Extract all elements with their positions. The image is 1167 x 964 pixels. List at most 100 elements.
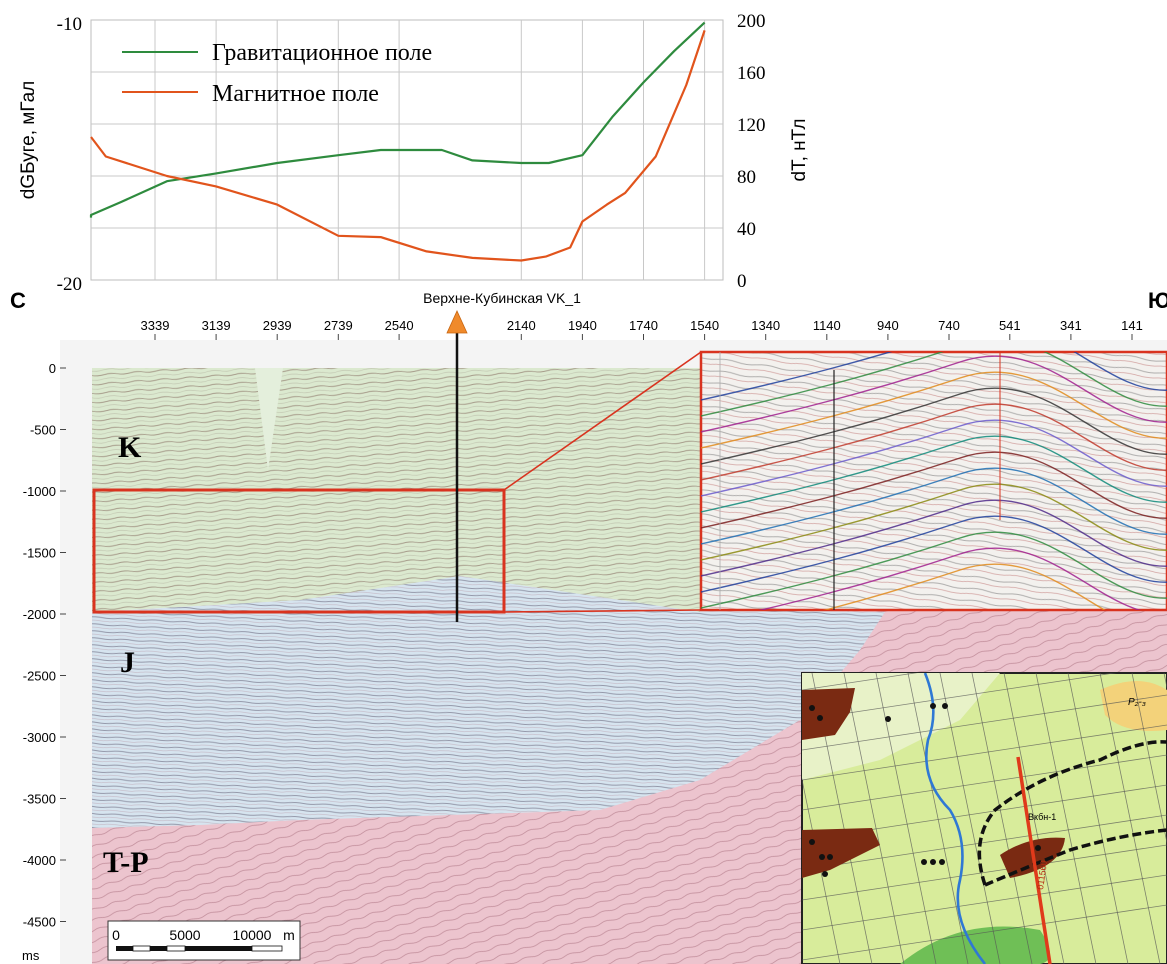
left-axis-tick-top: -10 [57, 14, 82, 35]
map-grid-line-a4 [907, 673, 969, 964]
zoom-horizon-0 [701, 352, 1167, 401]
zoom-horizons [701, 352, 1167, 610]
trace-tick-label-0: 3339 [141, 318, 170, 333]
zoom-horizon-8 [701, 451, 1167, 529]
depth-tick-label-8: -4000 [23, 853, 56, 868]
map-grid-line-a9 [1067, 673, 1129, 964]
depth-tick-label-4: -2000 [23, 607, 56, 622]
south-label: Ю [1148, 288, 1167, 313]
scale-bar: 0 5000 10000 m [107, 920, 301, 961]
potential-field-chart: -10 -20 dGБуге, мГал 200 160 120 80 40 0 dT, … [18, 11, 810, 295]
depth-tick-label-9: -4500 [23, 915, 56, 930]
trace-tick-label-14: 341 [1060, 318, 1082, 333]
map-river [923, 673, 987, 964]
zoom-horizon-4 [701, 387, 1167, 465]
map-grid-line-a3 [875, 673, 937, 964]
zoom-horizon-5 [701, 403, 1167, 481]
chart-grid [91, 20, 723, 280]
right-axis-ticks: 200 160 120 80 40 0 [737, 11, 766, 292]
map-grid-line-a2 [843, 673, 905, 964]
right-axis-tick-5: 0 [737, 271, 747, 292]
trace-tick-label-9: 1340 [751, 318, 780, 333]
well-arrow-icon [446, 310, 468, 334]
trace-tick-label-15: 141 [1121, 318, 1143, 333]
right-axis-tick-0: 200 [737, 11, 766, 32]
map-grid-line-a0 [802, 777, 841, 964]
right-axis-label: dT, нТл [789, 119, 810, 182]
map-basin-label: P₂-₃ [1128, 697, 1146, 708]
scale-label-5000: 5000 [169, 927, 200, 943]
highlight-box [92, 488, 506, 614]
depth-tick-label-1: -500 [30, 423, 56, 438]
right-axis-tick-3: 80 [737, 167, 756, 188]
layer-label-tp: T-P [103, 846, 149, 879]
map-grid-line-b1 [802, 673, 1117, 721]
depth-tick-label-3: -1500 [23, 546, 56, 561]
zoom-horizon-6 [701, 419, 1167, 497]
zoom-horizon-3 [701, 371, 1167, 449]
seismic-section: 0 -500 -1000 -1500 -2000 -2500 -3000 -3500 -4000… [22, 310, 1167, 964]
zoom-horizon-15 [822, 563, 1106, 610]
zoom-horizon-10 [701, 483, 1167, 561]
well-label: Верхне-Кубинская VK_1 [423, 290, 581, 306]
map-grid-line-a11 [1131, 673, 1167, 845]
trace-axis-ticks: 3339 3139 2939 2739 2540 2140 1940 1740 1540 1340… [141, 318, 1143, 340]
zoom-horizon-11 [701, 499, 1167, 577]
zoom-horizon-13 [701, 531, 1167, 609]
map-grid-line-b0 [802, 673, 918, 691]
trace-tick-label-11: 940 [877, 318, 899, 333]
trace-tick-label-1: 3139 [202, 318, 231, 333]
zoom-horizon-12 [701, 515, 1167, 593]
map-field-2 [802, 828, 880, 878]
trace-tick-label-3: 2739 [324, 318, 353, 333]
map-grid-line-a8 [1035, 673, 1097, 964]
depth-unit: ms [22, 948, 40, 963]
zoom-horizon-1 [701, 352, 1167, 417]
zoom-inset-frame [699, 350, 1167, 612]
north-label: С [10, 288, 26, 313]
trace-tick-label-7: 1740 [629, 318, 658, 333]
trace-tick-label-5: 2140 [507, 318, 536, 333]
map-grid-line-b9 [802, 904, 1167, 961]
map-basin [1100, 681, 1167, 731]
scale-bar-box [107, 920, 301, 961]
zoom-horizon-9 [701, 467, 1167, 545]
map-structure-contour [977, 740, 1167, 886]
connector-bottom [503, 609, 702, 613]
map-grid-line-b8 [802, 874, 1167, 931]
scale-segments [116, 945, 283, 952]
map-zone-dark [900, 926, 1050, 964]
map-structure-contour-lower [984, 828, 1167, 887]
right-axis-tick-1: 160 [737, 63, 766, 84]
connector-top [503, 351, 702, 491]
map-grid-line-a7 [1003, 673, 1065, 964]
zoom-horizon-7 [701, 435, 1167, 513]
series-line-1 [90, 30, 706, 262]
right-axis-tick-2: 120 [737, 115, 766, 136]
map-grid-line-b2 [802, 694, 1167, 751]
map-grid-line-b3 [802, 724, 1167, 781]
trace-tick-label-13: 541 [999, 318, 1021, 333]
chart-series-group [89, 21, 706, 262]
scale-label-unit: m [283, 927, 295, 943]
trace-tick-label-12: 740 [938, 318, 960, 333]
map-grid-line-a10 [1099, 673, 1161, 964]
zoom-horizon-14 [758, 547, 1142, 610]
map-profile-line [1016, 756, 1052, 964]
trace-tick-label-4: 2540 [385, 318, 414, 333]
layer-label-k: K [118, 431, 142, 464]
depth-tick-label-2: -1000 [23, 484, 56, 499]
right-axis-tick-4: 40 [737, 219, 756, 240]
depth-tick-label-6: -3000 [23, 730, 56, 745]
scale-label-10000: 10000 [233, 927, 272, 943]
depth-tick-label-7: -3500 [23, 792, 56, 807]
layer-j [92, 575, 885, 828]
series-line-0 [89, 21, 706, 218]
map-grid-line-b7 [802, 844, 1167, 901]
depth-axis: 0 -500 -1000 -1500 -2000 -2500 -3000 -3500 -4000… [23, 361, 66, 930]
trace-tick-label-2: 2939 [263, 318, 292, 333]
map-inset: Вкбн-1 011560 P₂-₃ [801, 672, 1167, 964]
left-axis-tick-bottom: -20 [57, 274, 82, 295]
legend-label-magnetic: Магнитное поле [212, 81, 379, 107]
